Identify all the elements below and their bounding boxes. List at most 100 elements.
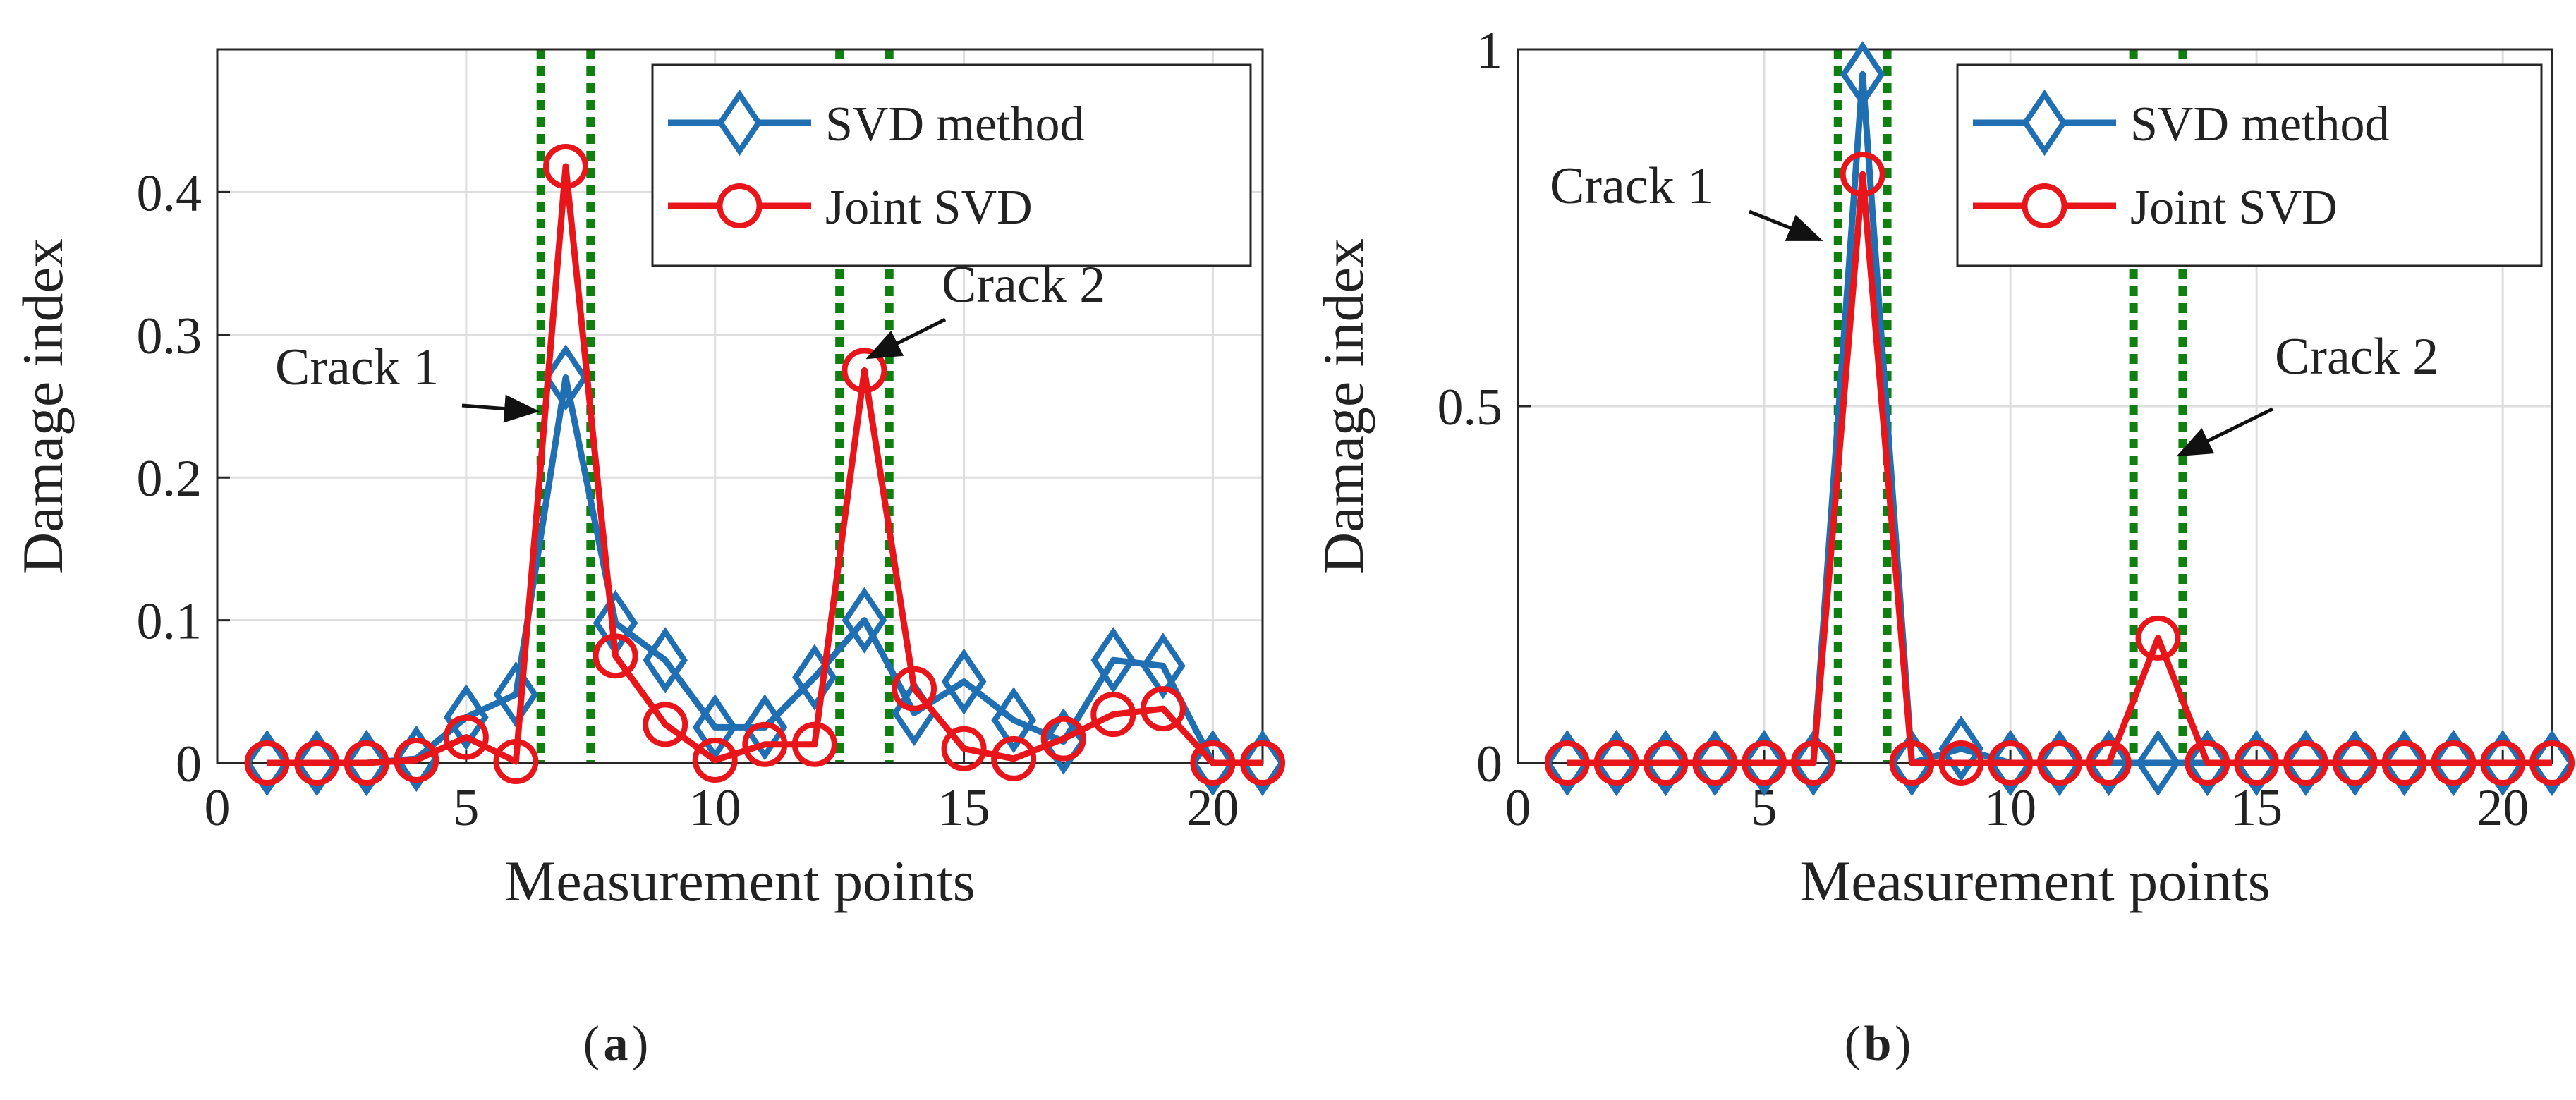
panel-b-xtick-label-0: 0	[1505, 779, 1531, 837]
panel-b-series-0-point-10	[2037, 729, 2082, 797]
panel-a-series-1-point-15	[991, 735, 1037, 781]
panel-b-series-0-point-0	[1544, 729, 1590, 797]
panel-a-series-1-point-11	[791, 721, 837, 767]
panel-b-series-0-point-4	[1742, 729, 1787, 797]
panel-b-series-0-point-6	[1840, 41, 1885, 108]
panel-a-series-0-point-12	[842, 587, 887, 654]
caption-a-label: a	[604, 1017, 628, 1071]
panel-a-legend-swatch-marker-0	[717, 89, 763, 157]
panel-a-series-1-point-13	[892, 666, 937, 711]
panel-a-ytick-label-4: 0.4	[137, 164, 202, 222]
panel-a-series-0-point-1	[294, 729, 339, 797]
panel-a-series-0-point-0	[244, 729, 290, 797]
panel-b-ytick-label-0: 0	[1476, 735, 1502, 793]
panel-a-series-1-point-9	[692, 737, 738, 783]
caption-b-open: (	[1845, 1017, 1861, 1071]
panel-a-xtick-label-2: 10	[689, 779, 741, 837]
panel-b-legend-swatch-marker-0	[2022, 89, 2067, 157]
panel-a-series-0-point-17	[1090, 627, 1136, 694]
panel-a-series-1-point-20	[1240, 740, 1285, 786]
panel-a-legend-box	[651, 63, 1252, 267]
panel-a-annotation-arrow-1	[865, 317, 947, 360]
panel-b-series-1-point-4	[1742, 740, 1787, 786]
panel-a-legend-label-1: Joint SVD	[825, 181, 1033, 235]
panel-b-series-1-point-12	[2135, 615, 2181, 661]
panel-a-series-0-line	[267, 374, 1263, 766]
panel-a-series-0-point-3	[394, 725, 439, 793]
panel-a-series-1-point-6	[543, 143, 588, 189]
panel-b-annotation-arrow-0	[1749, 209, 1823, 242]
panel-b-series-1-point-1	[1593, 740, 1639, 786]
panel-a-legend-label-0: SVD method	[825, 97, 1085, 152]
panel-b-series-1-point-18	[2431, 740, 2477, 786]
panel-a-series-0-point-2	[344, 729, 389, 797]
panel-b-series-0-point-7	[1889, 729, 1935, 797]
panel-a-series-1-point-17	[1090, 692, 1136, 738]
panel-a-series-0-point-15	[991, 687, 1036, 754]
panel-b-ylabel: Damage index	[1311, 238, 1375, 574]
panel-a-series-1-point-0	[244, 740, 290, 786]
panel-a-ytick-label-3: 0.3	[137, 307, 202, 365]
panel-b-series-1-point-9	[1988, 740, 2034, 786]
panel-a-ylabel: Damage index	[11, 238, 75, 574]
panel-a-series-0-point-6	[543, 344, 588, 411]
panel-a-series-1-point-19	[1190, 740, 1236, 786]
panel-a-series-1-point-14	[941, 726, 987, 771]
panel-a-series-1-point-8	[643, 702, 688, 747]
panel-b-series-1-point-20	[2529, 740, 2575, 786]
panel-b-series-0-point-13	[2185, 729, 2230, 797]
panel-a-series-0-point-20	[1240, 729, 1285, 797]
panel-a-series-1-point-18	[1140, 686, 1186, 732]
panel-b-series-0-point-14	[2234, 729, 2279, 797]
panel-a-ytick-label-2: 0.2	[137, 450, 202, 508]
panel-a-annotation-0: Crack 1	[275, 338, 439, 396]
panel-a-series-0-point-14	[941, 648, 987, 715]
panel-b-series-0-point-11	[2086, 729, 2132, 797]
caption-a-open: (	[583, 1017, 600, 1071]
caption-b-close: )	[1895, 1017, 1911, 1071]
panel-a-series-1-point-16	[1040, 716, 1086, 762]
panel-a-xtick-label-0: 0	[205, 779, 231, 837]
panel-a-series-0-point-18	[1141, 632, 1186, 699]
caption-b-label: b	[1864, 1017, 1892, 1071]
panel-b-series-0-point-20	[2529, 729, 2575, 797]
panel-a-legend-swatch-marker-1	[717, 183, 763, 228]
panel-b-series-0-point-18	[2431, 729, 2477, 797]
panel-b-series-1-point-2	[1643, 740, 1689, 786]
panel-a-series-1-point-10	[742, 721, 788, 767]
panel-a-series-1-point-1	[294, 740, 340, 786]
panel-a-xtick-label-1: 5	[453, 779, 479, 837]
panel-b-legend-swatch-marker-1	[2022, 183, 2067, 228]
panel-b-series-1-point-15	[2283, 740, 2328, 786]
panel-b-series-1-point-19	[2480, 740, 2526, 786]
panel-b-series-0-point-1	[1593, 729, 1639, 797]
panel-b-ytick-label-1: 0.5	[1438, 379, 1503, 436]
panel-a-annotation-1: Crack 2	[942, 256, 1105, 314]
panel-a-xlabel: Measurement points	[504, 849, 975, 913]
panel-b-series-1-point-16	[2332, 740, 2378, 786]
panel-b-legend-box	[1956, 63, 2543, 267]
panel-b-series-1-point-11	[2086, 740, 2132, 786]
panel-a-xtick-label-3: 15	[938, 779, 990, 837]
caption-b: ( b )	[1845, 1017, 1912, 1071]
panel-b-series-0-point-17	[2381, 729, 2427, 797]
panel-b-series-1-point-8	[1938, 740, 1984, 786]
panel-b-series-1-point-0	[1544, 740, 1590, 786]
panel-b-series-1-point-10	[2036, 740, 2082, 786]
panel-b-series-0-point-3	[1692, 729, 1738, 797]
panel-a-series-1-point-5	[493, 738, 539, 784]
panel-a-series-1-point-3	[394, 737, 439, 783]
panel-b-annotation-arrow-1	[2176, 407, 2274, 457]
panel-a-series-0-point-10	[742, 694, 788, 761]
panel-b-series-1-point-7	[1889, 740, 1935, 786]
caption-a: ( a )	[583, 1017, 649, 1071]
panel-a-series-0-point-9	[692, 694, 738, 761]
panel-b-series-1-point-5	[1790, 740, 1836, 786]
panel-b-annotation-0: Crack 1	[1550, 157, 1713, 215]
panel-a-series-1-point-7	[593, 633, 638, 679]
panel-b-series-1-point-17	[2381, 740, 2427, 786]
panel-b-ytick-label-2: 1	[1476, 22, 1502, 80]
panel-a-axes-box	[216, 48, 1264, 764]
